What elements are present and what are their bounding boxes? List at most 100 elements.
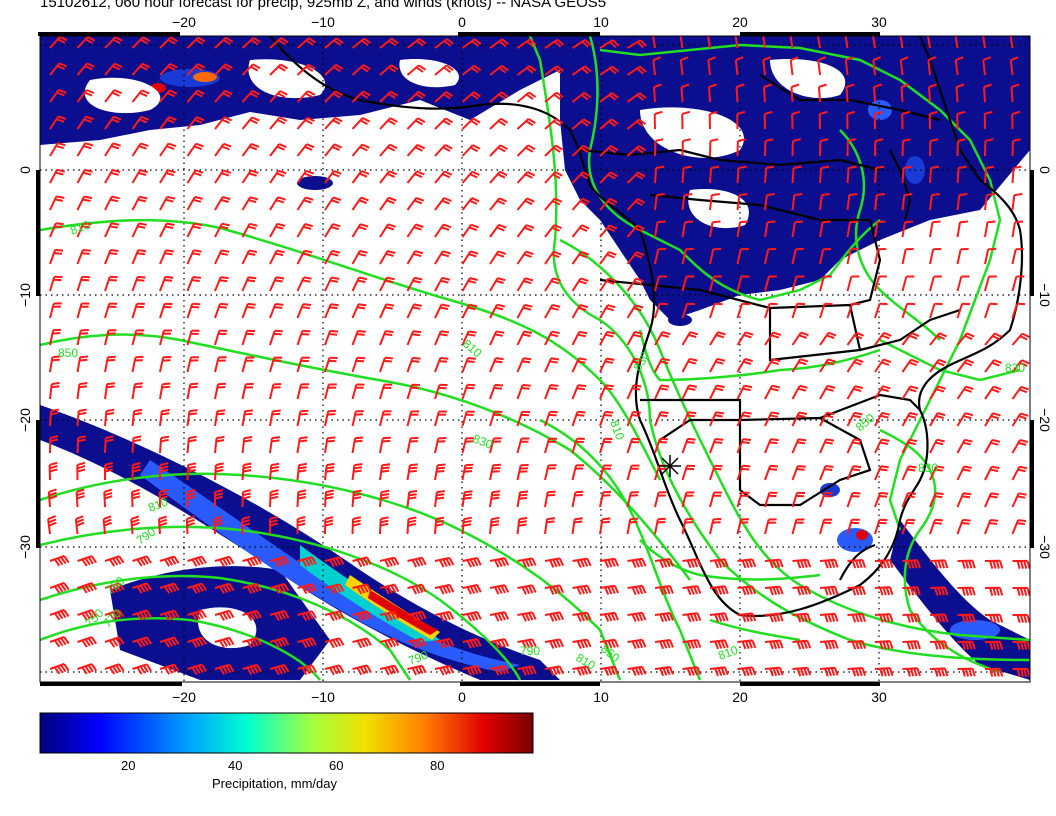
wind-barb-feather	[161, 412, 170, 416]
wind-barb-feather	[796, 668, 802, 677]
wind-barb-feather	[528, 558, 534, 567]
wind-barb	[186, 169, 197, 184]
wind-barb-feather	[272, 412, 281, 416]
wind-barb-feather	[634, 227, 643, 233]
wind-barb-feather	[861, 667, 867, 676]
wind-barb-feather	[494, 559, 500, 568]
wind-barb-feather	[302, 252, 311, 257]
wind-barb-feather	[994, 332, 1003, 338]
wind-barb-feather	[494, 333, 503, 337]
wind-barb-feather	[134, 385, 143, 389]
wind-barb-feather	[90, 663, 98, 672]
wind-barb-feather	[219, 667, 225, 675]
wind-barb-feather	[301, 613, 308, 622]
wind-barb-feather	[115, 556, 122, 565]
wind-barb-feather	[443, 66, 452, 74]
wind-barb-feather	[853, 334, 863, 340]
wind-barb	[929, 519, 936, 535]
wind-barb-feather	[989, 668, 994, 677]
wind-barb-feather	[546, 520, 555, 524]
wind-barb	[736, 303, 744, 319]
wind-barb-feather	[658, 440, 667, 444]
wind-barb-feather	[476, 611, 482, 620]
wind-barb-feather	[435, 519, 444, 524]
wind-barb	[956, 249, 962, 265]
wind-barb-feather	[558, 638, 565, 648]
lon-tick-label-bottom: 0	[458, 689, 466, 705]
wind-barb-feather	[191, 558, 198, 567]
wind-barb-feather	[1023, 587, 1028, 596]
wind-barb-feather	[636, 94, 644, 101]
wind-barb-feather	[574, 520, 583, 524]
wind-barb-feather	[383, 359, 392, 363]
wind-barb-feather	[466, 360, 475, 363]
wind-barb-feather	[311, 610, 317, 619]
wind-barb-feather	[610, 585, 616, 594]
wind-barb	[296, 384, 303, 400]
wind-barb-feather	[436, 516, 445, 520]
wind-barb	[159, 437, 163, 454]
wind-barb-feather	[932, 220, 941, 224]
wind-barb-feather	[359, 249, 368, 254]
wind-barb-feather	[1026, 668, 1030, 677]
wind-barb-feather	[796, 614, 802, 623]
wind-barb-feather	[248, 172, 257, 177]
wind-barb	[791, 519, 798, 535]
wind-barb-feather	[498, 197, 508, 203]
wind-barb-feather	[330, 303, 339, 307]
wind-barb-feather	[275, 199, 285, 204]
wind-barb-feather	[139, 638, 146, 647]
wind-barb-feather	[693, 559, 699, 568]
wind-barb-feather	[909, 641, 915, 650]
wind-barb-feather	[137, 198, 147, 203]
wind-barb-feather	[334, 116, 343, 123]
wind-barb-feather	[720, 586, 726, 595]
wind-barb-feather	[1018, 441, 1027, 446]
wind-barb	[709, 303, 716, 319]
wind-barb-feather	[421, 584, 427, 593]
wind-barb-feather	[57, 638, 64, 647]
wind-barb	[819, 276, 825, 292]
wind-barb-feather	[108, 558, 116, 567]
wind-barb-feather	[194, 557, 201, 566]
wind-barb-feather	[497, 585, 503, 595]
wind-barb-feather	[302, 329, 311, 333]
wind-barb	[819, 519, 826, 535]
wind-barb-feather	[881, 361, 890, 366]
wind-barb-feather	[413, 226, 422, 231]
wind-barb-feather	[825, 465, 834, 468]
wind-barb-feather	[668, 666, 674, 675]
wind-barb-feather	[526, 67, 534, 74]
wind-barb-feather	[106, 382, 116, 386]
wind-barb-feather	[800, 358, 809, 363]
wind-barb-feather	[81, 585, 88, 594]
wind-barb-feather	[989, 495, 998, 499]
wind-barb	[241, 250, 250, 265]
wind-barb-feather	[279, 90, 288, 96]
wind-barb-feather	[390, 665, 397, 674]
wind-barb	[929, 303, 936, 319]
wind-barb-feather	[834, 586, 839, 595]
wind-barb-feather	[641, 639, 647, 648]
wind-barb-feather	[467, 383, 476, 387]
wind-barb-feather	[407, 523, 417, 527]
wind-barb-feather	[763, 83, 772, 88]
wind-barb-feather	[498, 40, 507, 48]
wind-barb-feather	[325, 516, 334, 520]
wind-barb-feather	[51, 358, 60, 362]
wind-barb	[984, 276, 990, 292]
wind-barb-feather	[275, 276, 285, 280]
colorbar-label: 40	[228, 758, 243, 773]
wind-barb-feather	[471, 170, 480, 176]
wind-barb-feather	[885, 559, 891, 569]
wind-barb-feather	[251, 142, 260, 148]
wind-barb	[269, 276, 278, 292]
wind-barb-feather	[414, 250, 424, 255]
wind-barb	[982, 59, 986, 76]
wind-barb	[269, 170, 280, 184]
wind-barb-feather	[854, 641, 860, 650]
wind-barb-feather	[270, 495, 279, 500]
wind-barb-feather	[247, 225, 257, 230]
wind-barb-feather	[464, 466, 473, 470]
wind-barb	[186, 276, 194, 292]
